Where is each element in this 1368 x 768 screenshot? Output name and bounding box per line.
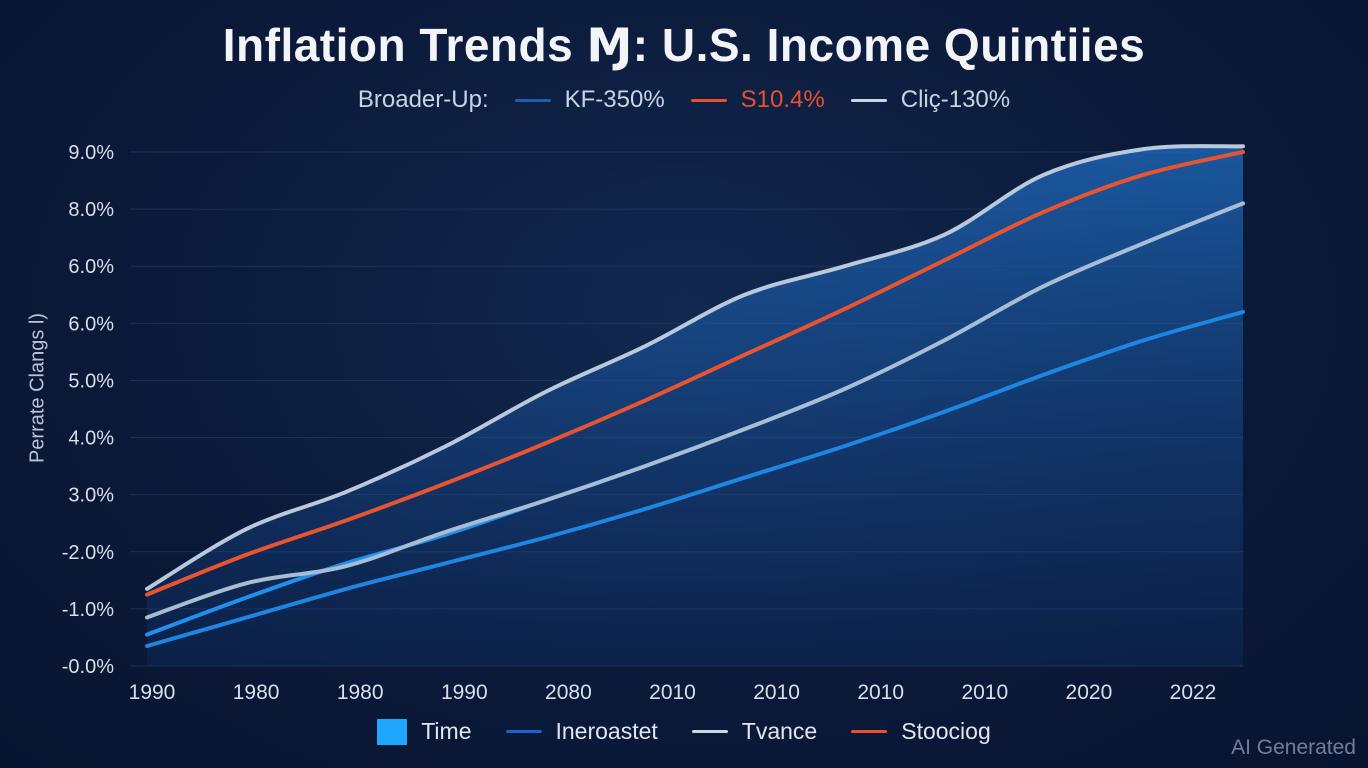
series-line-time (145, 309, 1245, 649)
bottom-legend-item-1: Time (377, 718, 472, 745)
bottom-legend-text-1: Time (421, 718, 472, 744)
bottom-legend-swatch-2 (505, 730, 542, 733)
chart-title: Inflation Trends Ɱ: U.S. Income Quintiie… (222, 19, 1146, 71)
x-tick-label: 2010 (961, 681, 1008, 704)
x-tick-label: 1980 (233, 681, 280, 704)
ai-generated-watermark: AI Generated (1231, 736, 1356, 759)
top-legend-label: Broader-Up: (357, 86, 489, 113)
x-tick-label: 1980 (337, 681, 384, 704)
top-legend-text-3: Cliç-130% (900, 86, 1011, 113)
bottom-legend-text-2: Ineroastet (555, 718, 658, 744)
bottom-legend-item-4: Stoociog (851, 718, 991, 745)
series-line-lower (145, 201, 1245, 620)
series-line-tvance (145, 144, 1245, 591)
y-tick-label: -2.0% (62, 542, 114, 564)
y-tick-label: 5.0% (68, 370, 114, 392)
x-tick-label: 2020 (1066, 681, 1113, 704)
x-tick-label: 1990 (129, 681, 176, 704)
y-tick-label: 8.0% (68, 199, 114, 221)
area-fill-tvance (147, 146, 1243, 666)
bottom-legend-text-3: Tvance (741, 718, 818, 744)
x-tick-label: 2080 (545, 681, 592, 704)
top-legend-swatch-2 (690, 98, 727, 102)
bottom-legend-swatch-3 (691, 730, 728, 733)
top-legend-item-1: KF-350% (514, 86, 665, 114)
y-tick-label: -0.0% (62, 656, 114, 678)
bottom-legend-item-2: Ineroastet (505, 718, 658, 745)
bottom-legend-swatch-4 (851, 730, 888, 733)
y-tick-label: 9.0% (68, 142, 114, 164)
y-tick-label: 6.0% (68, 256, 114, 278)
x-tick-label: 2022 (1170, 681, 1217, 704)
x-tick-label: 2010 (649, 681, 696, 704)
bottom-legend-swatch-1 (377, 718, 408, 745)
x-tick-label: 2010 (753, 681, 800, 704)
bottom-legend: Time Ineroastet Tvance Stoociog (0, 718, 1368, 745)
x-tick-label: 1990 (441, 681, 488, 704)
y-axis-label: Perrate Clangs l) (26, 312, 49, 464)
y-tick-label: 6.0% (68, 313, 114, 335)
y-tick-label: 3.0% (68, 485, 114, 507)
top-legend-swatch-3 (850, 98, 887, 102)
x-tick-label: 2010 (857, 681, 904, 704)
bottom-legend-text-4: Stoociog (901, 718, 991, 744)
top-legend-text-1: KF-350% (564, 86, 665, 113)
top-legend-item-2: S10.4% (690, 86, 825, 114)
series-line-stoociog (145, 150, 1245, 597)
top-legend-item-3: Cliç-130% (850, 86, 1011, 114)
y-tick-label: -1.0% (62, 599, 114, 621)
y-tick-label: 4.0% (68, 428, 114, 450)
top-legend: Broader-Up: KF-350% S10.4% Cliç-130% (0, 86, 1368, 114)
bottom-legend-item-3: Tvance (691, 718, 818, 745)
top-legend-swatch-1 (514, 98, 551, 102)
top-legend-text-2: S10.4% (740, 86, 825, 113)
